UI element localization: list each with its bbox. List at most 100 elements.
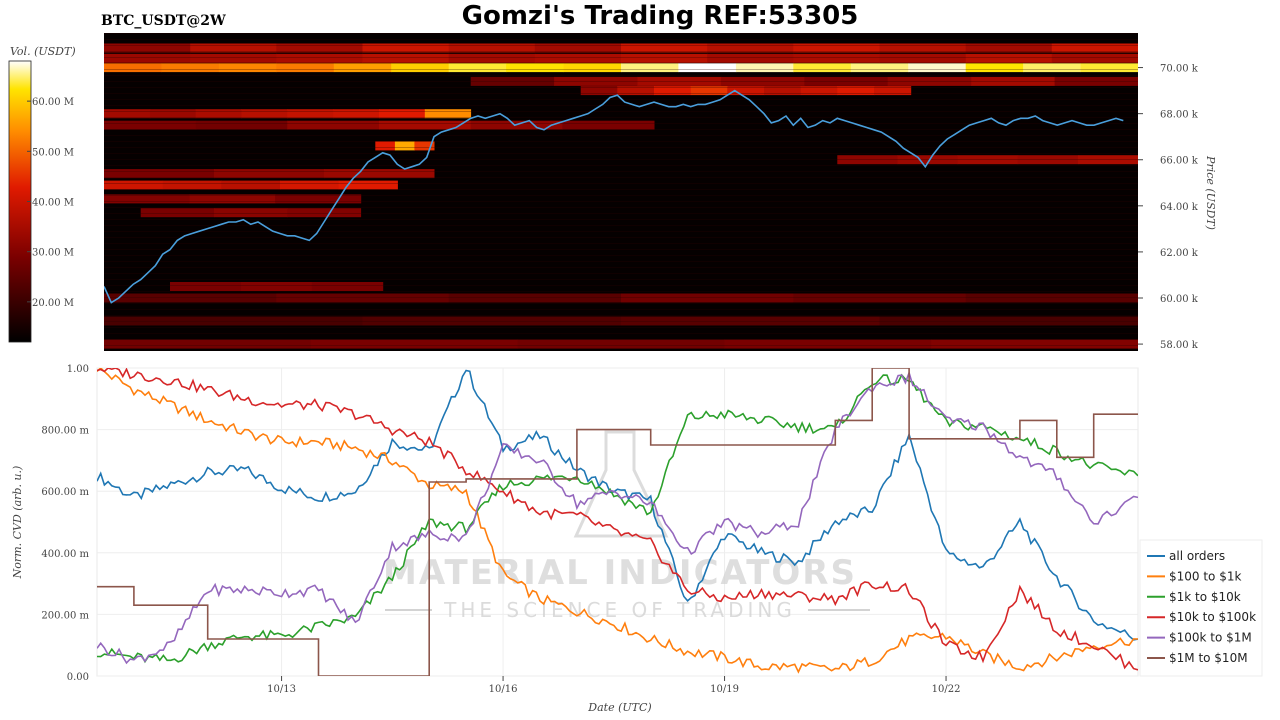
cvd-y-ticks: 0.00 200.00 m 400.00 m 600.00 m 800.00 m 1.00 xyxy=(41,364,89,683)
heatmap-cell xyxy=(617,86,655,96)
heatmap-cell xyxy=(793,293,967,303)
heatmap-stripe xyxy=(104,177,1138,178)
legend-label: $10k to $100k xyxy=(1169,610,1256,624)
heatmap-cell xyxy=(793,53,880,63)
colorbar-label: Vol. (USDT) xyxy=(10,45,76,58)
cvd-x-tick-label: 10/22 xyxy=(932,684,961,695)
heatmap-cell xyxy=(678,63,737,73)
heatmap-cell xyxy=(104,53,191,63)
heatmap-cell xyxy=(690,86,728,96)
heatmap-stripe xyxy=(104,279,1138,280)
heatmap-cell xyxy=(534,43,622,53)
colorbar-tick-label: 30.00 M xyxy=(32,248,74,259)
price-tick-label: 68.00 k xyxy=(1160,110,1199,121)
price-tick-label: 64.00 k xyxy=(1160,202,1199,213)
legend-label: $100k to $1M xyxy=(1169,631,1252,645)
heatmap-cell xyxy=(276,63,335,73)
colorbar-tick-label: 40.00 M xyxy=(32,198,74,209)
heatmap-cell xyxy=(104,339,312,349)
heatmap-cell xyxy=(764,86,802,96)
heatmap-cell xyxy=(362,53,450,63)
price-tick-label: 70.00 k xyxy=(1160,64,1199,75)
cvd-y-tick-label: 200.00 m xyxy=(41,610,89,621)
heatmap-cell xyxy=(448,63,507,73)
heatmap-cell xyxy=(837,155,898,165)
heatmap-cell xyxy=(280,180,340,190)
price-line xyxy=(104,89,1124,304)
heatmap-stripe xyxy=(104,159,1138,160)
heatmap-cell xyxy=(104,43,191,53)
heatmap-cell xyxy=(793,63,852,73)
legend-label: $1k to $10k xyxy=(1169,590,1241,604)
heatmap-cell xyxy=(276,293,450,303)
heatmap-cell xyxy=(240,282,313,291)
heatmap-cell xyxy=(448,53,536,63)
cvd-series-line xyxy=(97,373,1138,664)
heatmap-cell xyxy=(424,109,472,119)
heatmap-cell xyxy=(149,109,197,119)
legend-label: $100 to $1k xyxy=(1169,569,1241,583)
colorbar-ticks: 20.00 M 30.00 M 40.00 M 50.00 M 60.00 M xyxy=(27,97,74,309)
chart-title: Gomzi's Trading REF:53305 xyxy=(462,1,859,31)
cvd-plot-area xyxy=(96,367,1139,677)
heatmap-cell xyxy=(310,339,519,349)
heatmap-cell xyxy=(707,53,794,63)
colorbar-tick-label: 20.00 M xyxy=(32,298,74,309)
heatmap-cell xyxy=(104,293,277,303)
heatmap-stripe xyxy=(104,57,1138,58)
heatmap-cell xyxy=(879,53,967,63)
heatmap-cell xyxy=(1051,43,1138,53)
heatmap-cell xyxy=(534,53,622,63)
heatmap-stripe xyxy=(104,123,1138,124)
heatmap-cell xyxy=(735,63,794,73)
heatmap-stripe xyxy=(104,117,1138,118)
colorbar-tick-label: 50.00 M xyxy=(32,147,74,158)
heatmap-cell xyxy=(140,208,215,218)
flask-icon xyxy=(573,430,669,538)
heatmap-cell xyxy=(1017,155,1079,165)
price-tick-label: 60.00 k xyxy=(1160,294,1199,305)
heatmap-stripe xyxy=(104,45,1138,46)
heatmap-cell xyxy=(287,109,334,119)
heatmap-stripe xyxy=(104,291,1138,292)
heatmap-cell xyxy=(311,282,384,291)
heatmap-stripe xyxy=(104,141,1138,142)
heatmap-stripe xyxy=(104,303,1138,304)
heatmap-cell xyxy=(707,43,794,53)
legend-items: all orders $100 to $1k $1k to $10k $10k to … xyxy=(1147,549,1256,665)
heatmap-cell xyxy=(276,53,363,63)
heatmap-cell xyxy=(800,86,838,96)
legend: all orders $100 to $1k $1k to $10k $10k to … xyxy=(1139,539,1263,677)
heatmap-cell xyxy=(190,53,277,63)
heatmap-cell xyxy=(1051,53,1138,63)
heatmap-cell xyxy=(104,63,162,73)
heatmap-cell xyxy=(221,180,281,190)
heatmap-cell xyxy=(362,43,450,53)
heatmap-cell xyxy=(190,43,277,53)
heatmap-stripe xyxy=(104,309,1138,310)
legend-label: $1M to $10M xyxy=(1169,651,1248,665)
watermark: MATERIAL INDICATORS THE SCIENCE OF TRADI… xyxy=(383,430,870,622)
heatmap-stripe xyxy=(104,213,1138,214)
heatmap-cell xyxy=(375,141,396,151)
heatmap-cell xyxy=(874,86,912,96)
heatmap-stripe xyxy=(104,231,1138,232)
heatmap-stripe xyxy=(104,93,1138,94)
heatmap-stripe xyxy=(104,129,1138,130)
heatmap-stripe xyxy=(104,189,1138,190)
heatmap-cell xyxy=(379,120,472,130)
heatmap-cell xyxy=(104,194,191,204)
heatmap-cell xyxy=(506,63,564,73)
cvd-series-line xyxy=(97,368,1138,671)
heatmap-stripe xyxy=(104,285,1138,286)
heatmap-cell xyxy=(517,339,725,349)
price-tick-label: 62.00 k xyxy=(1160,248,1199,259)
heatmap-cell xyxy=(414,141,435,151)
heatmap-stripe xyxy=(104,207,1138,208)
heatmap-stripe xyxy=(104,195,1138,196)
heatmap-stripe xyxy=(104,33,1138,34)
heatmap-cell xyxy=(957,155,1019,165)
price-axis-label: Price (USDT) xyxy=(1204,155,1217,230)
heatmap-cell xyxy=(287,120,380,130)
heatmap-stripe xyxy=(104,267,1138,268)
